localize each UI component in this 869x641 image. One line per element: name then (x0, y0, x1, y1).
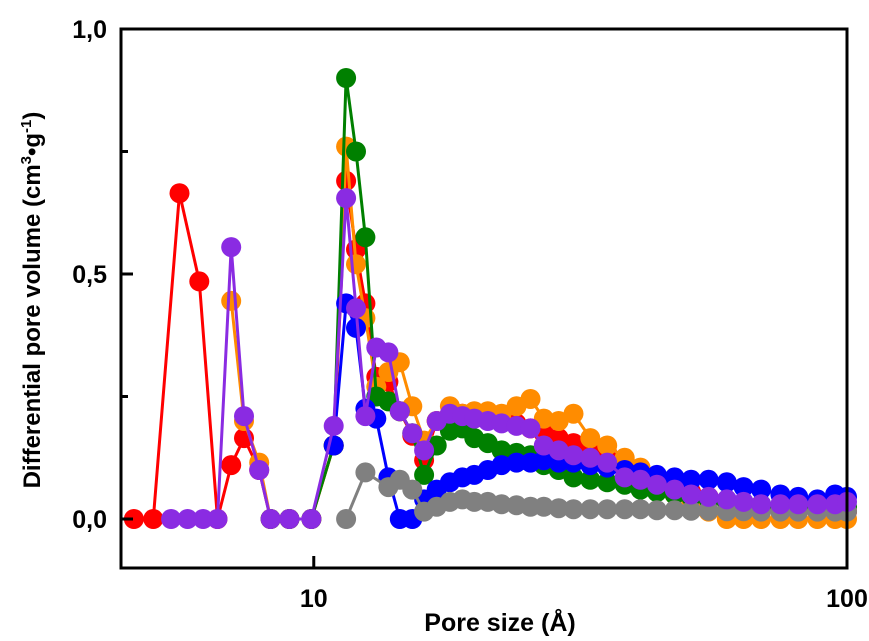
data-point (402, 423, 423, 444)
data-point (260, 509, 281, 529)
data-point (597, 472, 618, 493)
data-point (698, 500, 719, 521)
data-point (716, 489, 737, 510)
data-point (346, 298, 366, 319)
data-point (788, 494, 809, 515)
data-point (520, 418, 541, 439)
data-point (169, 183, 190, 204)
data-point (533, 496, 554, 517)
data-point (520, 389, 541, 409)
data-point (563, 499, 584, 520)
data-point (646, 500, 667, 521)
data-point (681, 500, 702, 521)
data-point (698, 469, 719, 490)
y-tick-label: 0,0 (72, 506, 107, 534)
plot-frame (119, 27, 849, 570)
data-point (664, 479, 685, 500)
data-point (630, 469, 651, 490)
data-point (336, 188, 357, 209)
data-point (336, 509, 357, 529)
data-point (716, 472, 737, 493)
data-point (143, 509, 164, 529)
data-point (733, 477, 754, 498)
data-point (614, 467, 635, 488)
data-point (491, 494, 512, 515)
data-point (234, 406, 254, 427)
data-point (646, 474, 667, 495)
data-point (346, 254, 366, 275)
y-tick-label: 0,5 (72, 261, 107, 289)
data-point (597, 452, 618, 473)
y-axis-label-mid: •g (19, 133, 46, 156)
y-axis-label-post: ) (19, 112, 46, 120)
data-point (807, 494, 828, 515)
data-point (563, 445, 584, 466)
data-point (221, 290, 242, 311)
data-point (580, 428, 601, 449)
data-point (414, 440, 435, 461)
data-point (389, 401, 410, 422)
data-point (491, 455, 512, 476)
data-point (563, 467, 584, 488)
data-point (123, 509, 144, 529)
data-point (402, 479, 423, 500)
data-point (355, 462, 376, 483)
data-point (580, 469, 601, 490)
data-point (193, 509, 214, 529)
data-point (580, 499, 601, 520)
data-point (751, 479, 772, 500)
data-point (491, 440, 512, 461)
data-point (533, 450, 554, 471)
x-tick-label: 10 (300, 585, 328, 613)
data-point (336, 68, 357, 88)
y-axis-label-sup1: 3 (18, 156, 35, 164)
data-point (207, 509, 228, 529)
data-point (249, 460, 270, 480)
data-point (221, 237, 242, 258)
data-point (597, 435, 618, 456)
data-point (506, 452, 527, 473)
y-axis-label-sup2: -1 (18, 120, 35, 133)
data-point (189, 271, 210, 292)
y-tick-label: 1,0 (72, 16, 107, 44)
data-point (733, 491, 754, 512)
data-point (301, 509, 322, 529)
data-point (221, 455, 242, 476)
data-point (597, 499, 618, 520)
data-point (630, 499, 651, 520)
data-point (414, 464, 435, 485)
data-point (355, 406, 376, 427)
data-point (177, 509, 198, 529)
data-point (580, 447, 601, 468)
y-axis-label: Differential pore volume (cm3•g-1) (18, 112, 46, 489)
data-point (751, 494, 772, 515)
data-point (681, 469, 702, 490)
x-tick-label: 100 (826, 585, 868, 613)
data-point (548, 498, 569, 519)
data-point (491, 413, 512, 434)
data-point (378, 342, 399, 363)
data-point (323, 415, 344, 436)
tick-layer: 0,0 0,5 1,0 10 100 (72, 16, 868, 613)
data-point (161, 509, 182, 529)
data-point (346, 317, 366, 338)
data-point (770, 494, 791, 515)
data-point (346, 141, 366, 162)
data-point (548, 411, 569, 431)
series-layer (123, 68, 857, 529)
x-axis-label: Pore size (Å) (424, 608, 575, 637)
data-point (664, 500, 685, 521)
data-point (563, 403, 584, 424)
data-point (279, 509, 300, 529)
data-point (698, 486, 719, 507)
y-axis-label-pre: Differential pore volume (cm (19, 164, 46, 488)
data-point (681, 484, 702, 505)
data-point (355, 227, 376, 248)
series-6 (161, 188, 857, 529)
data-point (614, 499, 635, 520)
